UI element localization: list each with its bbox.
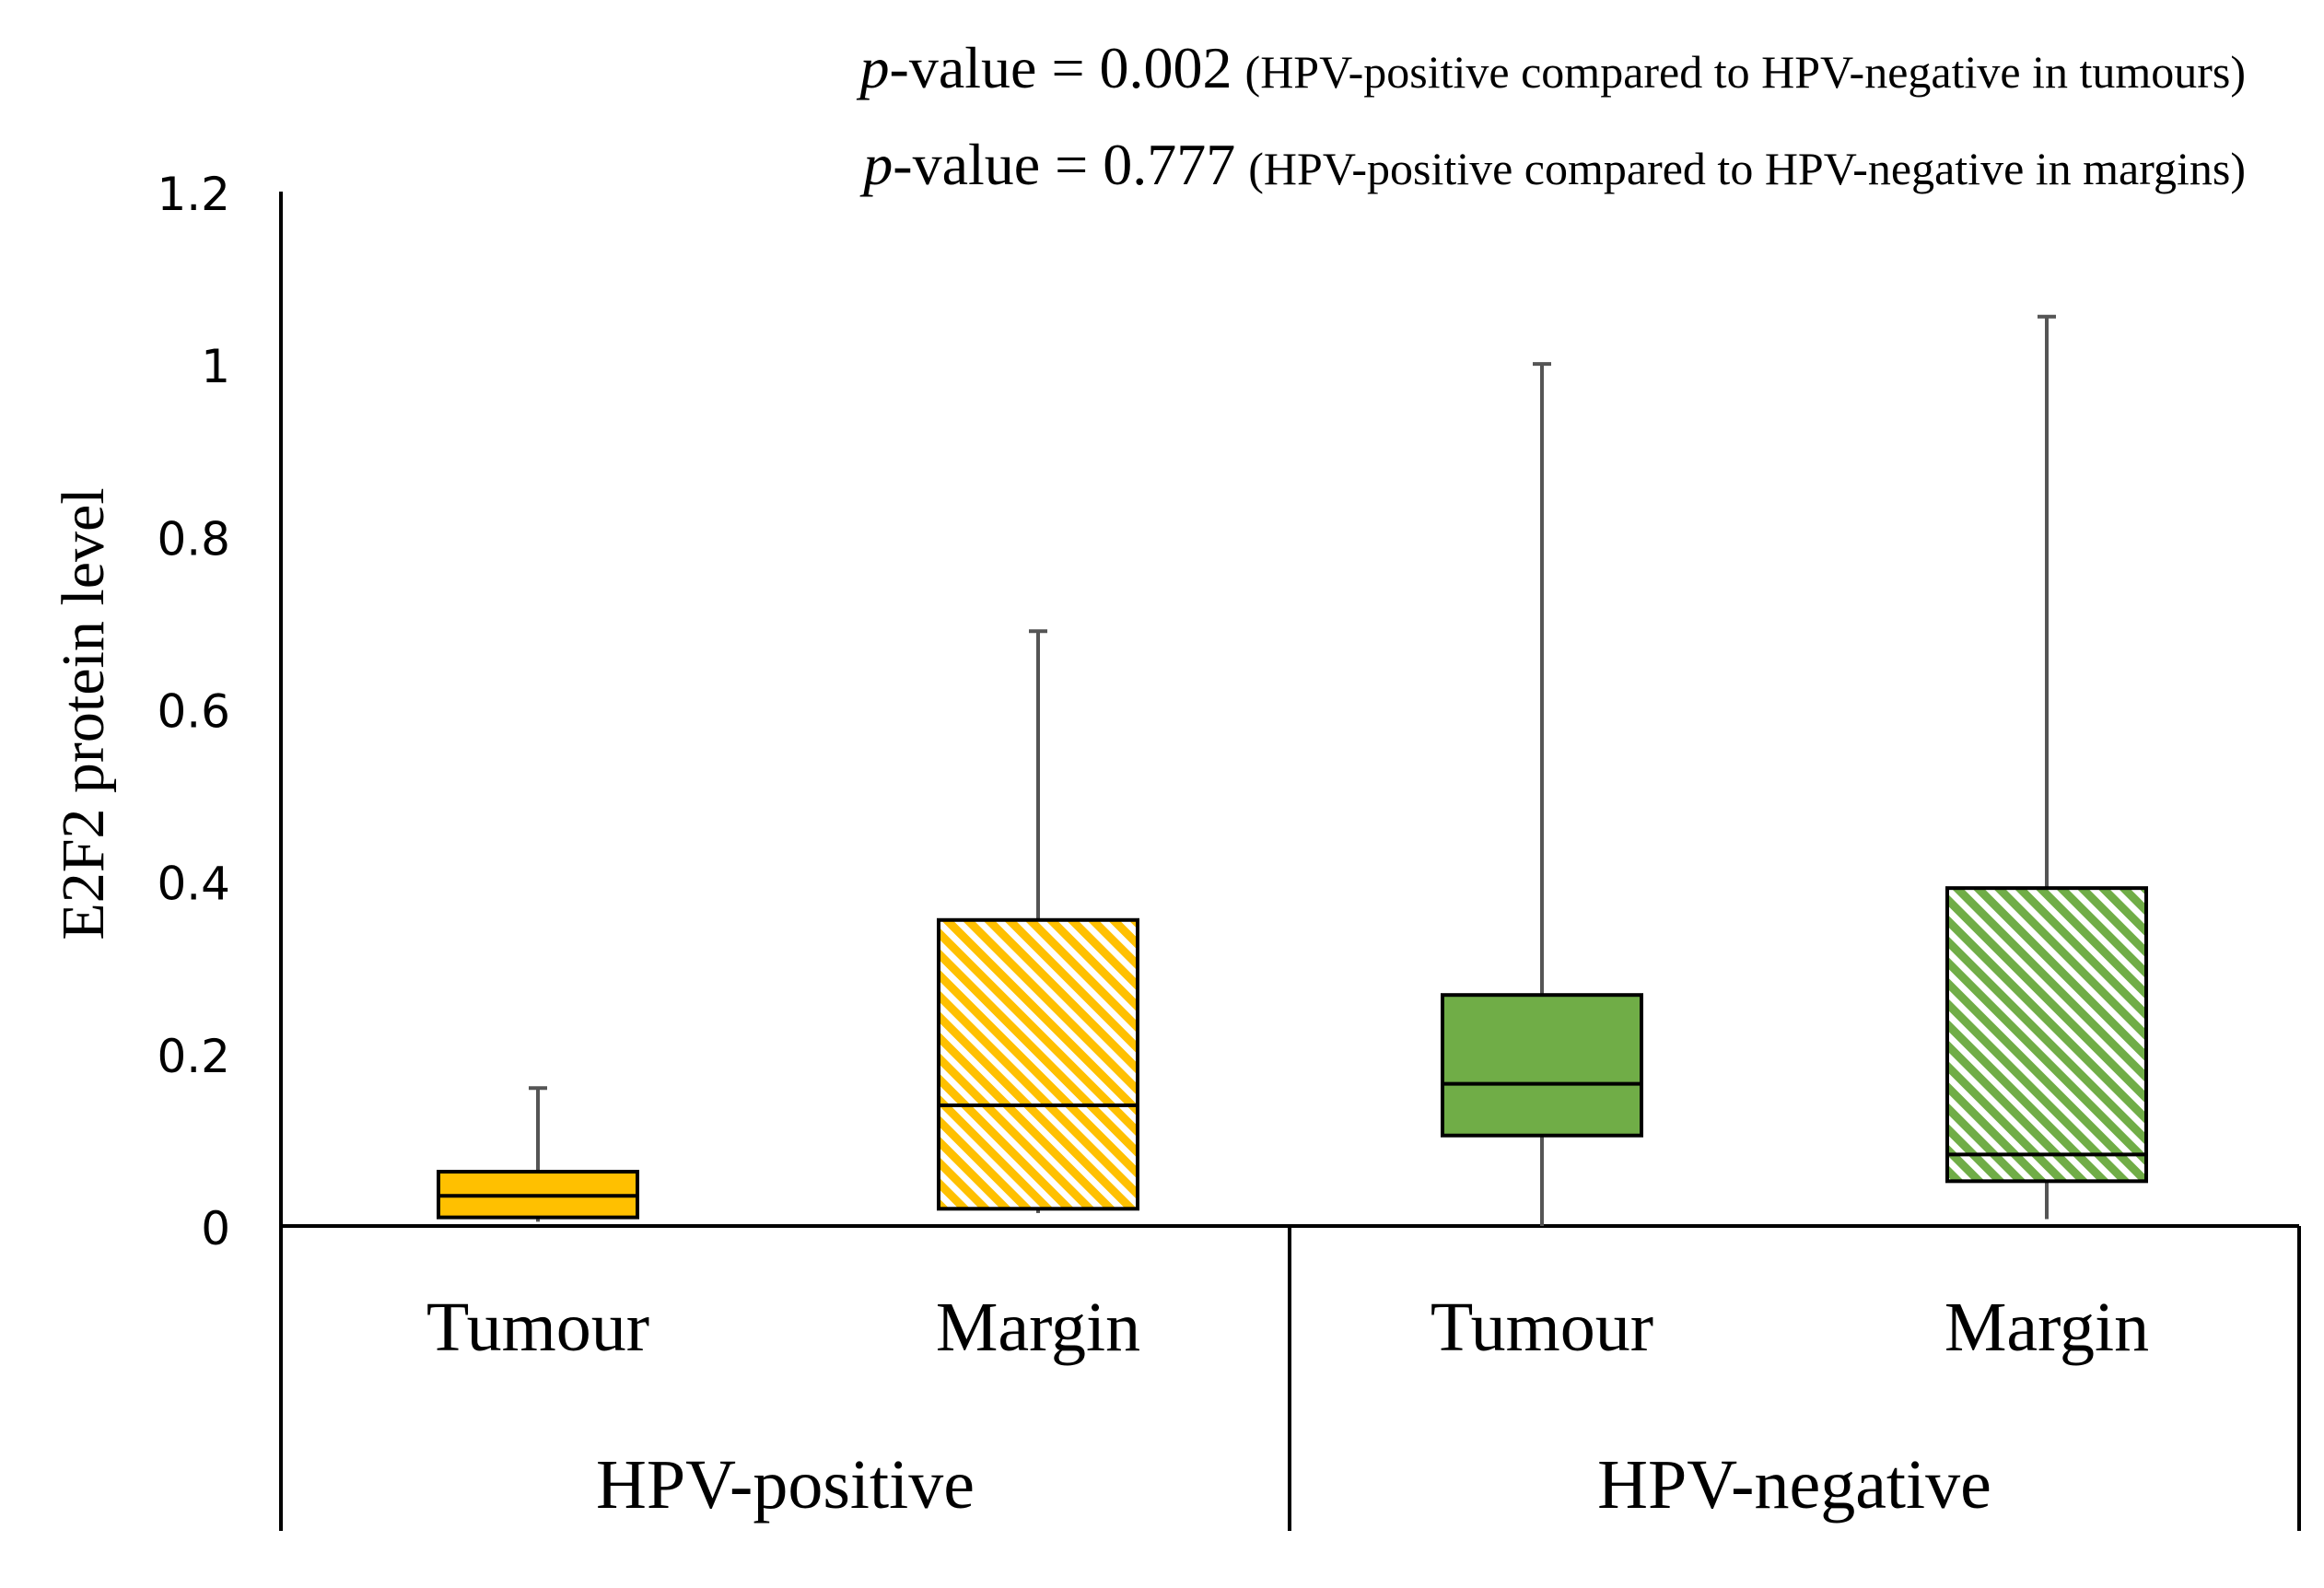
x-axis-labels: Tumour Margin Tumour Margin HPV-positive HPV-… (426, 1289, 2149, 1524)
p-italic: p (857, 35, 890, 100)
category-label: Margin (936, 1289, 1140, 1366)
p-value-annotation-margins: p-value = 0.777 (HPV-positive compared to… (859, 132, 2246, 197)
axes (279, 192, 2301, 1531)
p-italic: p (859, 132, 893, 197)
y-tick-label: 1 (201, 340, 230, 393)
y-tick-label: 0.8 (157, 512, 230, 566)
p-value-note: (HPV-positive compared to HPV-negative i… (1248, 143, 2246, 194)
iqr-box (937, 917, 1139, 1211)
group-label: HPV-negative (1597, 1446, 1991, 1524)
category-label: Tumour (426, 1289, 649, 1366)
box-hpv-negative-margin (1945, 314, 2148, 1220)
y-tick-label: 0.4 (157, 858, 230, 911)
iqr-box (1945, 886, 2148, 1184)
y-tick-label: 0 (201, 1202, 230, 1255)
p-value-note: (HPV-positive compared to HPV-negative i… (1245, 46, 2246, 98)
y-tick-label: 0.6 (157, 685, 230, 739)
p-value-annotation-tumours: p-value = 0.002 (HPV-positive compared to… (857, 35, 2246, 100)
iqr-box (1441, 993, 1643, 1138)
p-value-text: -value = 0.777 (893, 132, 1235, 197)
box-hpv-positive-tumour (437, 1086, 639, 1222)
p-value-text: -value = 0.002 (890, 35, 1232, 100)
box-hpv-positive-margin (937, 629, 1139, 1213)
y-tick-labels: 0 0.2 0.4 0.6 0.8 1 1.2 (157, 168, 230, 1255)
y-tick-label: 1.2 (157, 168, 230, 221)
y-axis-label: E2F2 protein level (50, 487, 117, 940)
group-label: HPV-positive (596, 1446, 975, 1524)
box-hpv-negative-tumour (1441, 362, 1643, 1226)
category-label: Tumour (1431, 1289, 1653, 1366)
category-label: Margin (1944, 1289, 2149, 1366)
y-tick-label: 0.2 (157, 1030, 230, 1083)
boxes (437, 314, 2148, 1226)
